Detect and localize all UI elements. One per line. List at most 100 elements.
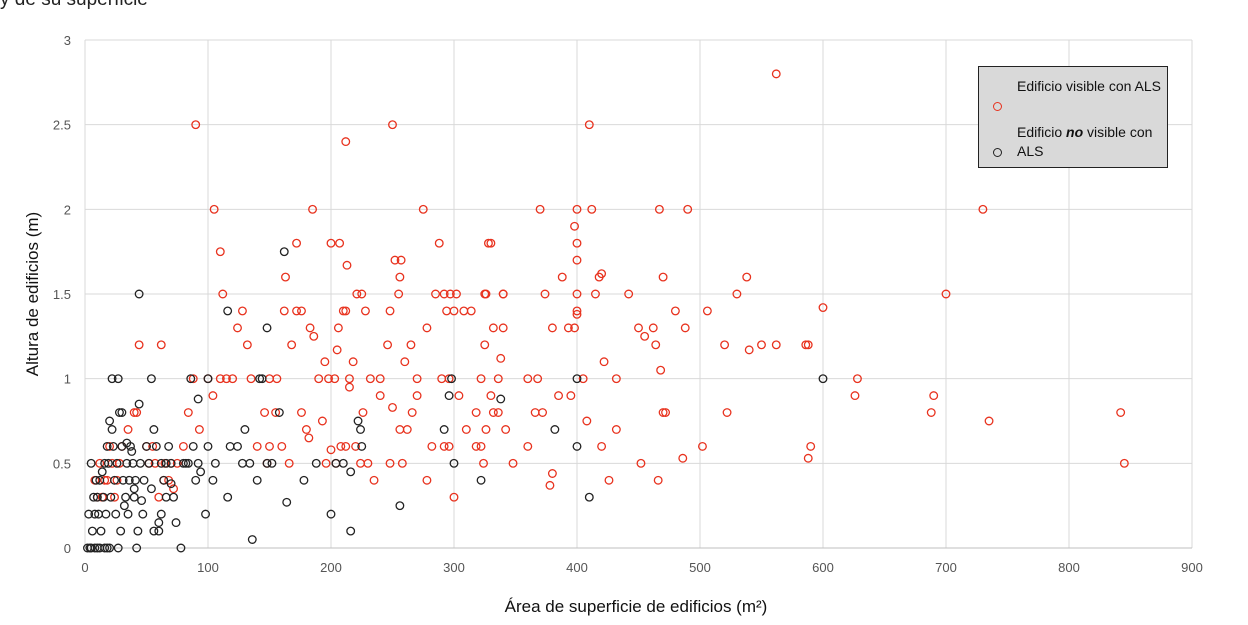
point-not-visible-als — [95, 543, 105, 553]
point-visible-als — [806, 441, 816, 451]
point-visible-als — [134, 340, 144, 350]
point-not-visible-als — [186, 374, 196, 384]
point-visible-als — [215, 374, 225, 384]
point-not-visible-als — [357, 441, 367, 451]
chart-title-fragment: y de su superficie — [0, 0, 148, 11]
point-visible-als — [572, 255, 582, 265]
point-visible-als — [572, 306, 582, 316]
point-visible-als — [683, 204, 693, 214]
point-not-visible-als — [550, 425, 560, 434]
point-visible-als — [406, 340, 416, 350]
point-not-visible-als — [353, 416, 363, 426]
point-not-visible-als — [92, 543, 102, 553]
point-visible-als — [246, 374, 256, 384]
point-visible-als — [496, 353, 506, 363]
point-visible-als — [547, 323, 557, 333]
point-visible-als — [390, 255, 400, 265]
point-not-visible-als — [133, 526, 143, 536]
point-visible-als — [383, 340, 393, 350]
point-not-visible-als — [151, 441, 161, 451]
point-visible-als — [540, 289, 550, 299]
point-not-visible-als — [279, 247, 289, 257]
point-visible-als — [148, 441, 158, 451]
point-visible-als — [611, 425, 621, 434]
point-visible-als — [309, 331, 319, 341]
point-not-visible-als — [102, 441, 112, 451]
point-not-visible-als — [395, 501, 405, 511]
point-visible-als — [547, 469, 557, 478]
point-visible-als — [422, 323, 432, 333]
point-not-visible-als — [129, 484, 139, 494]
point-visible-als — [480, 340, 490, 350]
point-visible-als — [523, 441, 533, 451]
point-visible-als — [358, 408, 368, 417]
point-not-visible-als — [262, 323, 272, 333]
point-visible-als — [476, 374, 486, 384]
point-visible-als — [535, 204, 545, 214]
point-visible-als — [493, 408, 503, 417]
point-visible-als — [188, 374, 198, 384]
point-not-visible-als — [103, 458, 113, 468]
point-visible-als — [742, 272, 752, 282]
point-visible-als — [658, 408, 668, 417]
point-visible-als — [459, 306, 469, 316]
point-visible-als — [132, 408, 142, 417]
point-visible-als — [305, 323, 315, 333]
point-not-visible-als — [181, 458, 191, 468]
legend-marker-not-visible — [993, 148, 1002, 157]
point-visible-als — [297, 408, 306, 417]
point-not-visible-als — [146, 484, 156, 494]
point-visible-als — [105, 441, 115, 451]
point-visible-als — [326, 445, 336, 455]
point-visible-als — [501, 425, 511, 434]
point-visible-als — [400, 357, 410, 367]
point-visible-als — [566, 391, 576, 401]
point-visible-als — [330, 374, 340, 384]
point-not-visible-als — [149, 425, 159, 434]
point-visible-als — [345, 374, 354, 384]
point-visible-als — [597, 269, 607, 279]
legend-label-part: visible con ALS — [1017, 124, 1153, 159]
point-visible-als — [486, 238, 496, 248]
point-visible-als — [570, 323, 579, 333]
point-not-visible-als — [121, 492, 131, 502]
point-visible-als — [215, 247, 225, 257]
point-not-visible-als — [92, 492, 102, 502]
point-visible-als — [471, 441, 481, 451]
point-visible-als — [572, 309, 582, 319]
point-visible-als — [385, 458, 395, 468]
point-not-visible-als — [87, 526, 97, 536]
point-visible-als — [100, 475, 110, 485]
y-tick-label: 3 — [64, 33, 71, 48]
point-visible-als — [498, 323, 508, 333]
point-not-visible-als — [311, 458, 321, 468]
point-visible-als — [483, 238, 493, 248]
y-tick-label: 0 — [64, 541, 71, 556]
chart-legend: Edificio visible con ALS Edificio no vis… — [978, 66, 1168, 168]
point-visible-als — [578, 374, 588, 384]
y-tick-label: 1.5 — [53, 287, 71, 302]
point-visible-als — [218, 289, 228, 299]
point-visible-als — [385, 306, 395, 316]
point-visible-als — [818, 303, 828, 312]
point-not-visible-als — [166, 479, 176, 489]
point-visible-als — [169, 484, 179, 494]
point-visible-als — [265, 441, 274, 451]
point-visible-als — [488, 323, 498, 333]
point-not-visible-als — [476, 475, 486, 485]
point-visible-als — [360, 306, 370, 316]
point-visible-als — [237, 306, 247, 316]
point-visible-als — [326, 238, 336, 248]
point-visible-als — [445, 289, 455, 299]
point-visible-als — [277, 441, 287, 451]
point-visible-als — [172, 458, 182, 468]
point-visible-als — [444, 441, 454, 451]
point-visible-als — [926, 408, 936, 417]
point-visible-als — [481, 289, 491, 299]
point-visible-als — [418, 204, 428, 214]
point-visible-als — [208, 391, 218, 401]
point-not-visible-als — [193, 394, 203, 404]
point-not-visible-als — [223, 306, 233, 316]
x-tick-label: 200 — [320, 560, 342, 575]
x-tick-label: 900 — [1181, 560, 1203, 575]
